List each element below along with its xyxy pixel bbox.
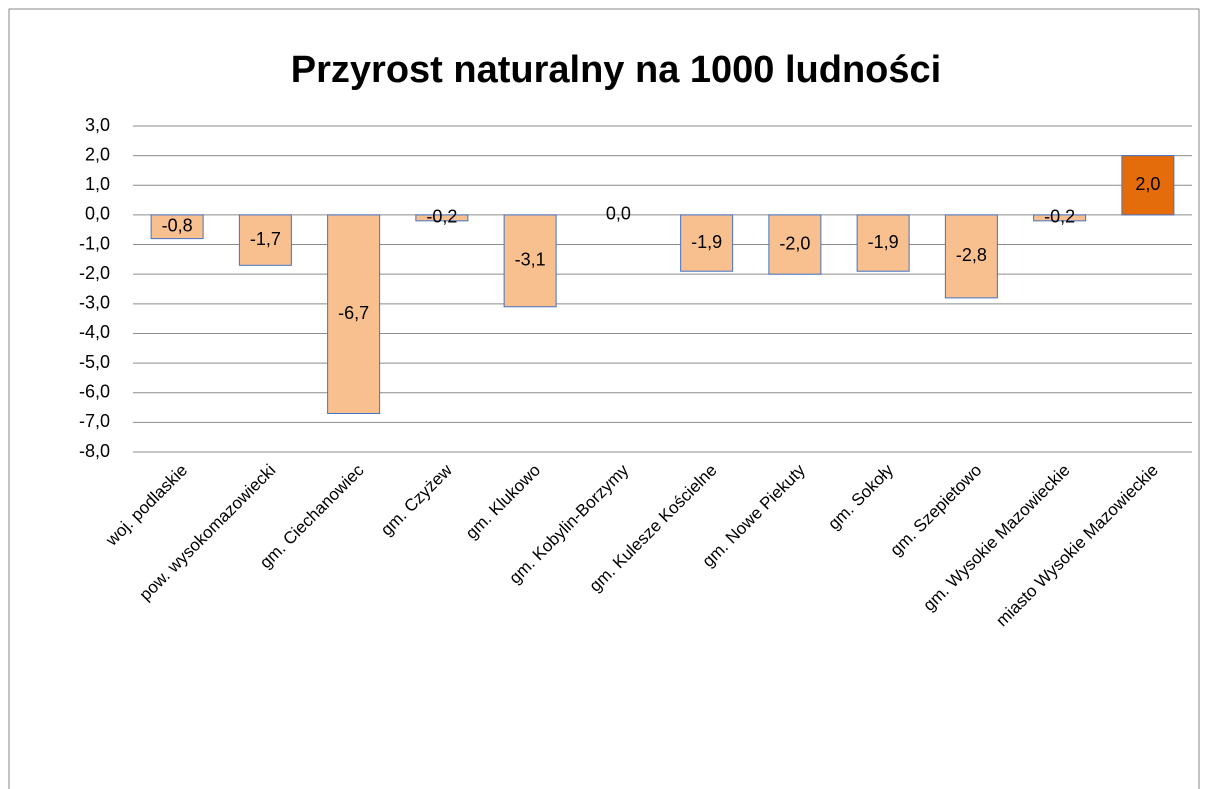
value-label: -0,8: [162, 216, 193, 236]
bar: [415, 214, 469, 222]
y-tick-label: 0,0: [85, 204, 110, 224]
value-label: 2,0: [1135, 174, 1160, 194]
bar: [768, 214, 822, 275]
bar: [503, 214, 557, 308]
bar: [1121, 155, 1175, 216]
bar: [944, 214, 998, 299]
y-tick-label: 2,0: [85, 144, 110, 164]
bar: [327, 214, 381, 414]
value-label: -1,9: [868, 232, 899, 252]
chart-border: [8, 8, 1200, 789]
y-tick-label: 1,0: [85, 174, 110, 194]
bar: [238, 214, 292, 266]
bar: [1033, 214, 1087, 222]
value-label: 0,0: [606, 204, 631, 224]
chart-title: Przyrost naturalny na 1000 ludności: [291, 49, 941, 91]
y-tick-label: -6,0: [79, 381, 110, 401]
value-label: -0,2: [1044, 207, 1075, 227]
value-label: -1,7: [250, 229, 281, 249]
value-label: -2,0: [779, 233, 810, 253]
bar: [150, 214, 204, 240]
value-label: -6,7: [338, 303, 369, 323]
y-tick-label: -7,0: [79, 411, 110, 431]
value-label: -3,1: [515, 250, 546, 270]
y-tick-label: -4,0: [79, 322, 110, 342]
bar: [680, 214, 734, 272]
y-tick-label: -5,0: [79, 352, 110, 372]
value-label: -1,9: [691, 232, 722, 252]
y-tick-label: -3,0: [79, 293, 110, 313]
y-tick-label: 3,0: [85, 115, 110, 135]
y-tick-label: -1,0: [79, 233, 110, 253]
bar: [856, 214, 910, 272]
y-tick-label: -8,0: [79, 441, 110, 461]
value-label: -2,8: [956, 245, 987, 265]
y-tick-label: -2,0: [79, 263, 110, 283]
value-label: -0,2: [426, 207, 457, 227]
